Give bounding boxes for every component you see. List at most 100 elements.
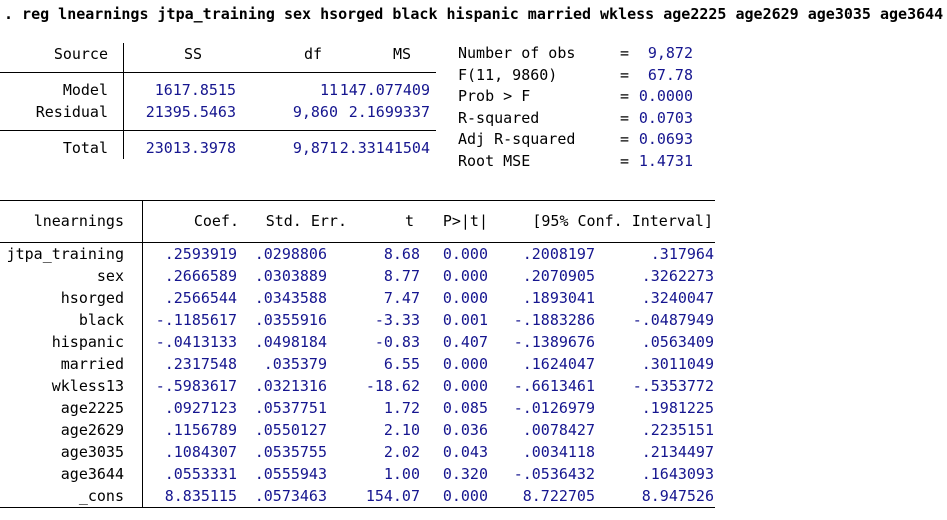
anova-horizontal-rule [0,123,436,137]
anova-header-ss: SS [183,45,202,63]
coef-row-hsorged: hsorged .2566544 .0343588 7.47 0.000 .18… [0,287,715,309]
equals-sign: = [620,65,630,84]
stat-value: 0.0703 [638,108,693,127]
stat-label: R-squared [458,108,540,127]
regression-summary-section: Source SS df MS Model 1617.8515 11 147.0… [0,43,947,172]
stderr-value: .0298806 [254,245,327,263]
stat-label: Number of obs [458,44,576,62]
ci-high-value: -.5353772 [632,377,714,395]
p-value: 0.043 [442,443,488,461]
anova-ms-value: 2.33141504 [339,139,430,157]
varname: black [78,311,124,329]
t-value: 1.72 [383,399,420,417]
coef-value: -.5983617 [155,377,237,395]
t-value: -0.83 [374,333,420,351]
p-value: 0.000 [442,377,488,395]
stderr-value: .035379 [263,355,327,373]
varname: married [60,355,124,373]
equals-sign: = [620,44,630,62]
coefficient-table: lnearnings Coef. Std. Err. t P>|t| [95% … [0,200,715,508]
stderr-value: .0535755 [254,443,327,461]
coef-value: .2593919 [164,245,237,263]
anova-row-label: Residual [35,103,108,121]
t-value: 6.55 [383,355,420,373]
stderr-value: .0355916 [254,311,327,329]
t-value: 7.47 [383,289,420,307]
coef-value: .2317548 [164,355,237,373]
ci-high-value: .3240047 [641,289,714,307]
anova-vertical-rule [123,43,124,159]
coef-row-age2629: age2629 .1156789 .0550127 2.10 0.036 .00… [0,419,715,441]
ci-high-value: -.0487949 [632,311,714,329]
coef-value: .0927123 [164,399,237,417]
ci-low-value: -.6613461 [513,377,595,395]
coef-row-jtpa-training: jtpa_training .2593919 .0298806 8.68 0.0… [0,243,715,265]
stat-r-squared: R-squared = 0.0703 [458,108,693,130]
varname: age2225 [60,399,124,417]
ci-high-value: .1981225 [641,399,714,417]
stat-label: F(11, 9860) [458,65,558,84]
stderr-value: .0550127 [254,421,327,439]
stderr-value: .0573463 [254,487,327,505]
stat-label: Prob > F [458,87,531,105]
ci-low-value: .2008197 [522,245,595,263]
coef-header-row: lnearnings Coef. Std. Err. t P>|t| [95% … [0,200,715,243]
ci-low-value: 8.722705 [522,487,595,505]
ci-high-value: .3011049 [641,355,714,373]
coef-row-cons: _cons 8.835115 .0573463 154.07 0.000 8.7… [0,485,715,507]
ci-low-value: -.1883286 [513,311,595,329]
anova-header-ms: MS [392,45,411,63]
coef-row-age3644: age3644 .0553331 .0555943 1.00 0.320 -.0… [0,463,715,485]
anova-horizontal-rule [0,65,436,79]
varname: age2629 [60,421,124,439]
stat-label: Adj R-squared [458,130,576,148]
ci-high-value: .2134497 [641,443,714,461]
anova-header-df: df [303,45,322,63]
p-value: 0.000 [442,355,488,373]
ci-low-value: .0078427 [522,421,595,439]
stat-value: 9,872 [647,44,693,62]
anova-table: Source SS df MS Model 1617.8515 11 147.0… [0,43,436,159]
anova-ss-value: 21395.5463 [145,103,236,121]
stat-value: 67.78 [647,65,693,84]
p-value: 0.407 [442,333,488,351]
ci-low-value: -.0536432 [513,465,595,483]
ci-high-value: 8.947526 [641,487,714,505]
anova-row-residual: Residual 21395.5463 9,860 2.1699337 [0,101,436,123]
p-value: 0.000 [442,487,488,505]
t-value: 154.07 [365,487,420,505]
ci-low-value: -.1389676 [513,333,595,351]
coef-row-hispanic: hispanic -.0413133 .0498184 -0.83 0.407 … [0,331,715,353]
ci-high-value: .2235151 [641,421,714,439]
coef-header: Coef. [193,212,239,230]
coef-row-wkless13: wkless13 -.5983617 .0321316 -18.62 0.000… [0,375,715,397]
ci-low-value: .1624047 [522,355,595,373]
anova-row-label: Model [62,81,108,99]
stderr-value: .0555943 [254,465,327,483]
p-header: P>|t| [442,212,488,230]
t-value: -3.33 [374,311,420,329]
stderr-value: .0303889 [254,267,327,285]
anova-row-label: Total [62,139,108,157]
coef-value: .2666589 [164,267,237,285]
p-value: 0.001 [442,311,488,329]
t-value: 2.02 [383,443,420,461]
varname: age3035 [60,443,124,461]
stderr-header: Std. Err. [265,212,347,230]
stat-number-of-obs: Number of obs = 9,872 [458,43,693,65]
equals-sign: = [620,87,630,105]
anova-ms-value: 2.1699337 [348,103,430,121]
ci-low-value: .1893041 [522,289,595,307]
varname: _cons [78,487,124,505]
stat-value: 1.4731 [638,151,693,170]
coef-row-age3035: age3035 .1084307 .0535755 2.02 0.043 .00… [0,441,715,463]
p-value: 0.320 [442,465,488,483]
varname: age3644 [60,465,124,483]
ci-high-value: .317964 [650,245,714,263]
t-value: 2.10 [383,421,420,439]
anova-ss-value: 23013.3978 [145,139,236,157]
equals-sign: = [620,151,630,170]
depvar-label: lnearnings [33,212,124,230]
anova-header-source: Source [53,45,108,63]
varname: wkless13 [51,377,124,395]
